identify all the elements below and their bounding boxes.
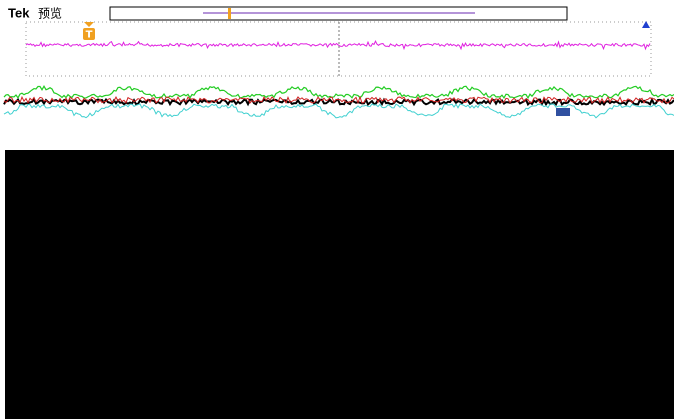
page: {"header": {"brand": "Tek", "mode": "预览"… — [0, 0, 674, 419]
mode-label: 预览 — [38, 6, 62, 21]
cursor-marker — [556, 108, 570, 116]
brand: Tek — [8, 5, 30, 20]
display-area — [5, 150, 674, 419]
record-position — [228, 8, 231, 19]
trigger-label: T — [86, 30, 93, 41]
scope-screen: Tek 预览 T — [0, 0, 674, 419]
